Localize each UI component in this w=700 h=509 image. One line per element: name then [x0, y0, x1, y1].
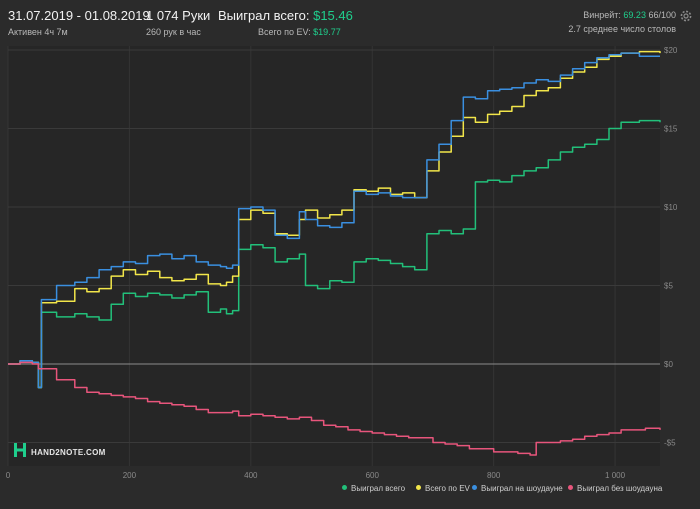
legend-marker [472, 485, 477, 490]
legend-item-won-total[interactable]: Выиграл всего [342, 484, 405, 493]
date-range: 31.07.2019 - 01.08.2019 [8, 8, 150, 23]
x-tick-label: 600 [366, 471, 380, 480]
chart-legend: Выиграл всего Всего по EV Выиграл на шоу… [330, 484, 700, 498]
legend-marker [568, 485, 573, 490]
y-tick-label: $5 [664, 281, 673, 290]
y-tick-label: -$5 [664, 438, 676, 447]
series-line-3 [8, 361, 661, 456]
y-tick-label: $10 [664, 203, 678, 212]
series-line-0 [8, 119, 661, 389]
winrate-unit: 66/100 [648, 10, 676, 20]
axis-layer: 0 200 400 600 800 1 000 $20 $15 $10 $5 $0 -$5 [6, 46, 678, 480]
y-tick-label: $20 [664, 46, 678, 55]
legend-label: Выиграл на шоудауне [481, 484, 563, 493]
session-header: 31.07.2019 - 01.08.2019 Активен 4ч 7м 1 … [0, 0, 700, 42]
tables-average: 2.7 среднее число столов [568, 24, 676, 34]
won-total-label: Выиграл всего: [218, 8, 310, 23]
y-tick-label: $0 [664, 360, 673, 369]
logo-text: HAND2NOTE.COM [31, 447, 106, 457]
winrate-label: Винрейт: [583, 10, 621, 20]
legend-item-won-no-showdown[interactable]: Выиграл без шоудауна [568, 484, 662, 493]
legend-item-ev-total[interactable]: Всего по EV [416, 484, 470, 493]
plot-background [8, 46, 660, 466]
winrate: Винрейт: 69.23 66/100 [568, 10, 676, 20]
hand2note-logo-icon [14, 442, 26, 462]
hands-block: 1 074 Руки 260 рук в час [146, 8, 210, 37]
hands-per-hour: 260 рук в час [146, 27, 201, 37]
x-tick-label: 1 000 [605, 471, 626, 480]
grid-layer [7, 46, 660, 466]
x-tick-label: 400 [244, 471, 258, 480]
legend-item-won-showdown[interactable]: Выиграл на шоудауне [472, 484, 563, 493]
legend-marker [342, 485, 347, 490]
series-layer [8, 50, 661, 456]
series-line-1 [8, 50, 661, 389]
stats-block: Винрейт: 69.23 66/100 2.7 среднее число … [568, 10, 676, 34]
date-block: 31.07.2019 - 01.08.2019 Активен 4ч 7м [8, 8, 150, 37]
gear-icon[interactable] [679, 9, 693, 23]
ev-total: Всего по EV: $19.77 [218, 27, 353, 37]
series-line-2 [8, 52, 660, 389]
hand2note-logo: HAND2NOTE.COM [14, 442, 106, 462]
x-tick-label: 0 [6, 471, 11, 480]
profit-chart: 0 200 400 600 800 1 000 $20 $15 $10 $5 $0 -$5 [6, 46, 678, 480]
legend-label: Выиграл всего [351, 484, 406, 493]
ev-total-value: $19.77 [313, 27, 341, 37]
won-block: Выиграл всего: $15.46 Всего по EV: $19.7… [218, 8, 353, 37]
active-time: Активен 4ч 7м [8, 27, 68, 37]
chart-area: 0 200 400 600 800 1 000 $20 $15 $10 $5 $0 -$5 [0, 46, 700, 504]
ev-total-label: Всего по EV: [258, 27, 311, 37]
won-total-value: $15.46 [313, 8, 353, 23]
legend-label: Всего по EV [425, 484, 470, 493]
winrate-value: 69.23 [623, 10, 646, 20]
hands-count: 1 074 Руки [146, 8, 211, 23]
won-total: Выиграл всего: $15.46 [218, 8, 353, 23]
x-tick-label: 800 [487, 471, 501, 480]
x-tick-label: 200 [123, 471, 137, 480]
legend-marker [416, 485, 421, 490]
y-tick-label: $15 [664, 124, 678, 133]
legend-label: Выиграл без шоудауна [577, 484, 663, 493]
